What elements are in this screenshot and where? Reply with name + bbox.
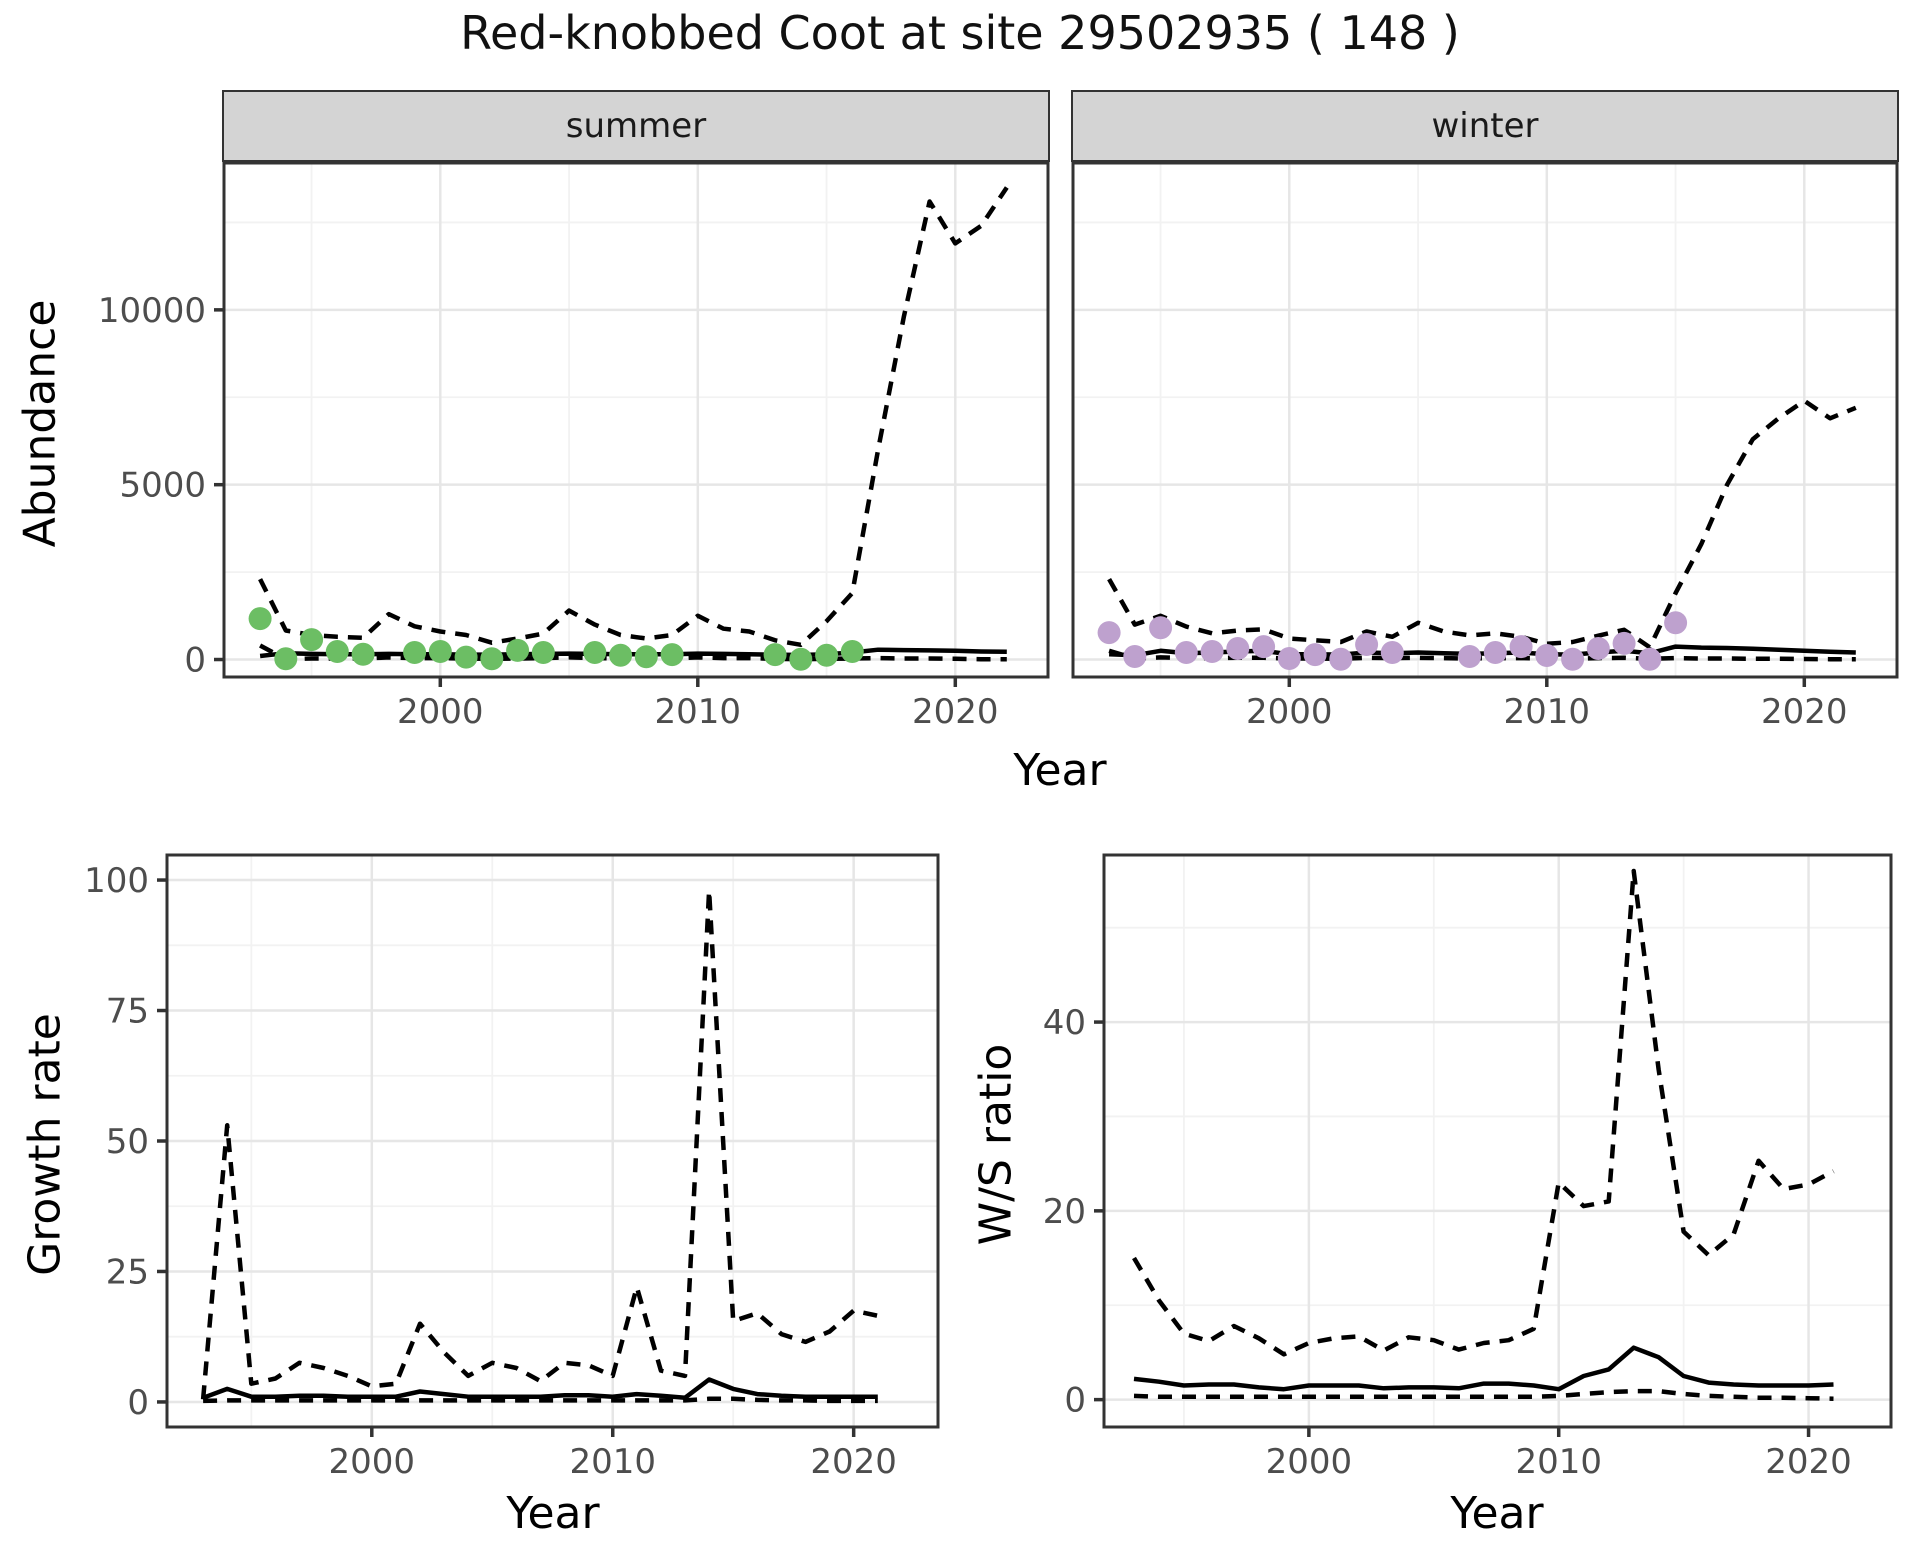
- panel-abundance-winter: 2000 2010 2020: [1071, 161, 1899, 732]
- facet-strip-summer: summer: [222, 90, 1050, 162]
- observed-point: [1509, 635, 1533, 659]
- observed-point: [789, 647, 813, 671]
- x-tick-label: 2010: [569, 1442, 656, 1482]
- x-axis-title-year-ws: Year: [1450, 1488, 1544, 1539]
- observed-point: [1483, 641, 1507, 664]
- panel-ws-ratio: 2000 2010 2020 0 20 40: [1043, 853, 1893, 1482]
- x-axis-title-year-growth: Year: [506, 1488, 600, 1539]
- observed-point: [1638, 647, 1662, 671]
- x-tick-label: 2000: [1246, 692, 1333, 732]
- observed-point: [1200, 640, 1224, 663]
- series-lower_ci-line: [1133, 1388, 1834, 1401]
- x-axis-title-year-top: Year: [1013, 745, 1107, 796]
- series-upper_ci-line: [1107, 398, 1857, 650]
- observed-point: [248, 607, 272, 631]
- y-tick-label: 75: [106, 992, 149, 1032]
- y-tick-label: 40: [1043, 1003, 1086, 1043]
- panel-border: [1071, 161, 1899, 679]
- x-tick-label: 2020: [1765, 1442, 1852, 1482]
- observed-point: [1355, 633, 1379, 656]
- series-lower_ci-line: [259, 643, 1007, 662]
- x-tick-label: 2020: [912, 692, 999, 732]
- observed-point: [531, 641, 555, 664]
- observed-point: [1277, 647, 1301, 670]
- x-tick-label: 2000: [1266, 1442, 1353, 1482]
- observed-point: [1458, 645, 1482, 668]
- observed-point: [1380, 641, 1404, 664]
- y-tick-label: 50: [106, 1122, 149, 1162]
- x-tick-label: 2020: [1761, 692, 1848, 732]
- series-upper_ci-line: [200, 888, 879, 1400]
- x-tick-label: 2000: [329, 1442, 416, 1482]
- series-fit-line: [1133, 1345, 1834, 1392]
- observed-point: [1252, 635, 1276, 659]
- panel-growth-rate: 2000 2010 2020 0 25 50 75 100: [84, 853, 940, 1482]
- y-tick-label: 20: [1043, 1192, 1086, 1232]
- observed-point: [428, 640, 452, 663]
- facet-strip-winter: winter: [1071, 90, 1899, 162]
- panel-background: [224, 163, 1048, 677]
- y-axis-title-abundance: Abundance: [14, 299, 66, 548]
- x-tick-label: 2010: [1504, 692, 1591, 732]
- observed-point: [609, 643, 633, 667]
- observed-point: [1097, 621, 1121, 645]
- panel-background: [1073, 163, 1897, 677]
- panel-border: [1102, 853, 1893, 1429]
- y-tick-label: 100: [84, 861, 149, 901]
- observed-point: [403, 641, 427, 664]
- observed-point: [274, 647, 298, 671]
- observed-point: [1123, 645, 1147, 668]
- series-upper_ci-line: [258, 186, 1009, 648]
- observed-point: [480, 647, 504, 671]
- observed-point: [325, 640, 349, 663]
- y-tick-label: 25: [106, 1252, 149, 1292]
- observed-point: [454, 645, 478, 669]
- observed-point: [506, 638, 530, 662]
- series-upper_ci-line: [1132, 868, 1835, 1357]
- y-tick-label: 0: [184, 641, 206, 681]
- observed-point: [1664, 611, 1688, 635]
- observed-point: [583, 641, 607, 664]
- observed-point: [1226, 637, 1250, 660]
- observed-point: [300, 628, 324, 652]
- x-tick-label: 2010: [655, 692, 742, 732]
- observed-point: [1303, 643, 1327, 667]
- observed-point: [840, 640, 864, 663]
- series-fit-line: [202, 1377, 878, 1401]
- panel-abundance-summer: 2000 2010 2020 0 5000 10000: [98, 161, 1050, 732]
- x-tick-label: 2000: [397, 692, 484, 732]
- observed-point: [763, 643, 787, 667]
- y-tick-label: 0: [1064, 1381, 1086, 1421]
- observed-point: [815, 643, 839, 667]
- panel-border: [222, 161, 1050, 679]
- facet-label-summer: summer: [565, 106, 707, 146]
- y-axis-title-growth-rate: Growth rate: [19, 1013, 71, 1276]
- observed-point: [1329, 647, 1353, 671]
- observed-point: [634, 645, 658, 669]
- y-tick-label: 5000: [119, 466, 206, 506]
- observed-point: [660, 643, 684, 667]
- panel-background: [1104, 855, 1891, 1427]
- y-axis-title-ws-ratio: W/S ratio: [970, 1043, 1022, 1246]
- observed-point: [1174, 641, 1198, 664]
- series-lower_ci-line: [203, 1396, 878, 1404]
- observed-point: [1561, 647, 1585, 671]
- facet-label-winter: winter: [1431, 106, 1539, 146]
- x-tick-label: 2020: [810, 1442, 897, 1482]
- y-tick-label: 0: [127, 1383, 149, 1423]
- observed-point: [1535, 644, 1559, 667]
- chart-title: Red-knobbed Coot at site 29502935 ( 148 …: [460, 6, 1460, 60]
- observed-point: [1586, 637, 1610, 660]
- observed-point: [1612, 631, 1636, 655]
- y-tick-label: 10000: [98, 291, 206, 331]
- observed-point: [351, 642, 375, 666]
- series-fit-line: [259, 647, 1007, 659]
- observed-point: [1149, 616, 1173, 640]
- x-tick-label: 2010: [1515, 1442, 1602, 1482]
